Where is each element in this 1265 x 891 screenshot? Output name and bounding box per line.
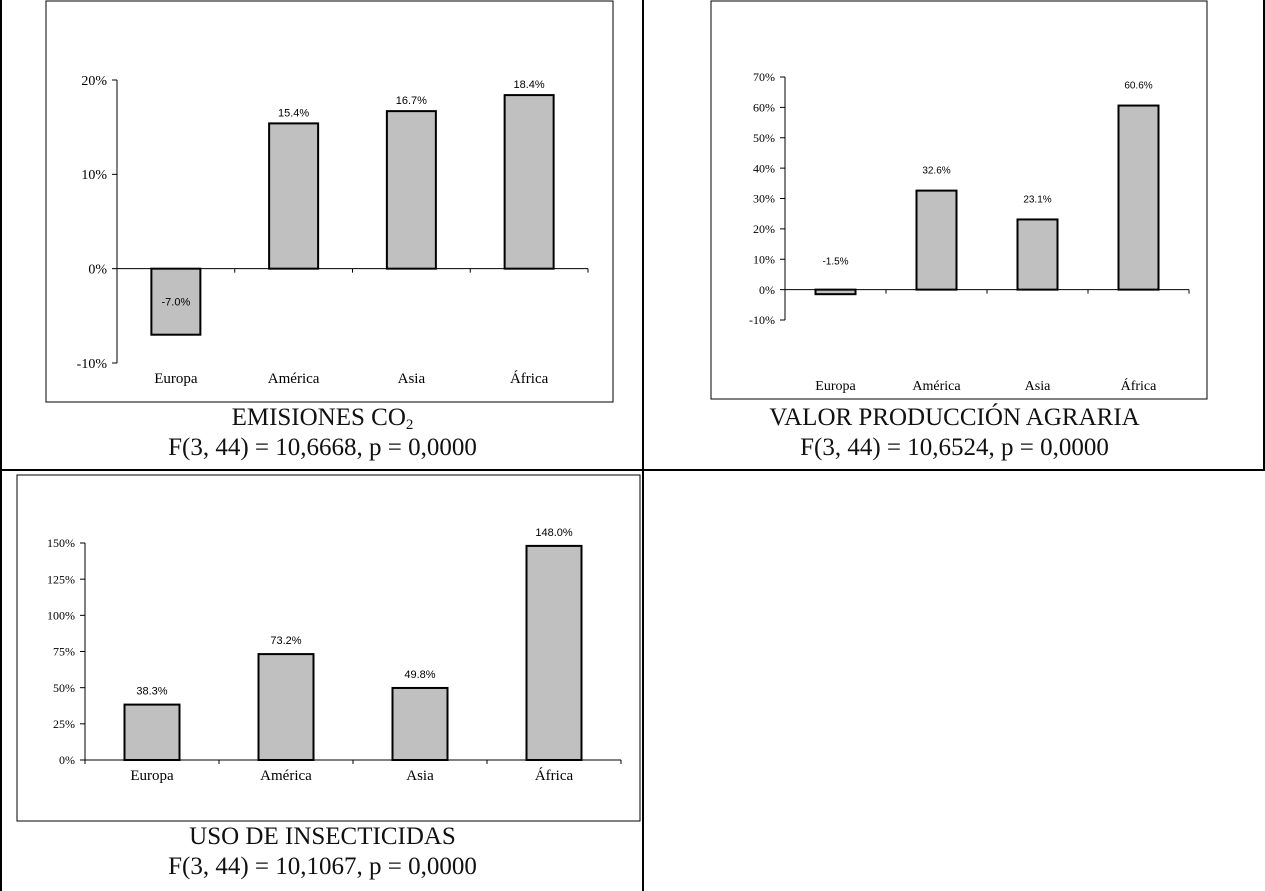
chart-uso-de-insecticidas: 0% 25% 50% 75% 100% 125% 150% 38.3% Europa 73.2% A… (47, 527, 622, 784)
y-tick-label: 30% (753, 192, 775, 206)
chart-frame-emisiones (45, 0, 614, 403)
category-label: Asia (1025, 379, 1051, 394)
chart-valor-produccion-agraria: -10% 0% 10% 20% 30% 40% 50% 60% 70% -1.5% Europa 32… (749, 70, 1190, 394)
bar-américa (257, 653, 315, 761)
bar-asia (385, 110, 437, 270)
category-label: Europa (130, 768, 174, 784)
caption-stat: F(3, 44) = 10,6524, p = 0,0000 (800, 434, 1109, 461)
category-label: América (912, 379, 961, 394)
chart-frame-insecticidas (16, 474, 641, 822)
caption-title: VALOR PRODUCCIÓN AGRARIA (769, 404, 1140, 431)
category-label: Europa (154, 371, 198, 387)
y-tick-label: 0% (88, 263, 107, 278)
bar-europa (123, 703, 181, 761)
y-tick-label: 50% (753, 131, 775, 145)
data-label: 23.1% (1023, 194, 1051, 205)
data-label: 18.4% (514, 79, 545, 91)
bar-europa (814, 288, 857, 296)
data-label: -1.5% (822, 257, 848, 268)
y-tick-label: 60% (753, 101, 775, 115)
caption-valor: VALOR PRODUCCIÓN AGRARIA F(3, 44) = 10,6… (646, 403, 1263, 463)
bar-asia (391, 686, 449, 761)
y-tick-label: 0% (759, 283, 775, 297)
caption-stat: F(3, 44) = 10,6668, p = 0,0000 (168, 434, 477, 461)
chart-emisiones-co2: -10% 0% 10% 20% -7.0% Europa 15.4% América 16.7%… (77, 74, 589, 387)
bar-américa (268, 122, 320, 270)
y-tick-label: 10% (753, 252, 775, 266)
bar-europa (150, 267, 202, 336)
y-tick-label: 150% (47, 536, 75, 550)
y-tick-label: 25% (53, 717, 75, 731)
y-tick-label: 100% (47, 609, 75, 623)
caption-title: USO DE INSECTICIDAS (189, 823, 456, 850)
data-label: 16.7% (396, 95, 427, 107)
category-label: África (535, 767, 574, 784)
y-tick-label: -10% (77, 357, 108, 372)
data-label: 49.8% (404, 669, 435, 681)
y-tick-label: 40% (753, 161, 775, 175)
bar-asia (1016, 218, 1059, 291)
data-label: 15.4% (278, 107, 309, 119)
y-tick-label: 10% (81, 168, 107, 183)
y-tick-label: -10% (749, 313, 775, 327)
bar-áfrica (525, 544, 583, 761)
category-label: Asia (398, 371, 426, 387)
y-tick-label: 125% (47, 572, 75, 586)
category-label: África (510, 370, 549, 387)
data-label: 148.0% (535, 527, 573, 539)
y-tick-label: 0% (59, 753, 75, 767)
data-label: 32.6% (922, 166, 950, 177)
chart-frame-valor (710, 0, 1208, 400)
y-tick-label: 20% (81, 74, 107, 89)
bar-áfrica (1117, 104, 1160, 291)
data-label: 60.6% (1124, 81, 1152, 92)
category-label: América (260, 768, 312, 784)
caption-insecticidas: USO DE INSECTICIDAS F(3, 44) = 10,1067, … (4, 822, 641, 882)
category-label: América (268, 371, 320, 387)
category-label: África (1121, 377, 1158, 394)
category-label: Europa (815, 379, 856, 394)
y-tick-label: 20% (753, 222, 775, 236)
bar-américa (915, 189, 958, 291)
caption-emisiones: EMISIONES CO2 F(3, 44) = 10,6668, p = 0,… (4, 403, 641, 463)
data-label: 73.2% (270, 635, 301, 647)
data-label: 38.3% (136, 686, 167, 698)
category-label: Asia (406, 768, 434, 784)
y-tick-label: 75% (53, 645, 75, 659)
y-tick-label: 50% (53, 681, 75, 695)
y-tick-label: 70% (753, 70, 775, 84)
bar-áfrica (503, 94, 555, 270)
data-label: -7.0% (162, 297, 191, 309)
caption-stat: F(3, 44) = 10,1067, p = 0,0000 (168, 853, 477, 880)
caption-title: EMISIONES CO2 (231, 404, 414, 433)
